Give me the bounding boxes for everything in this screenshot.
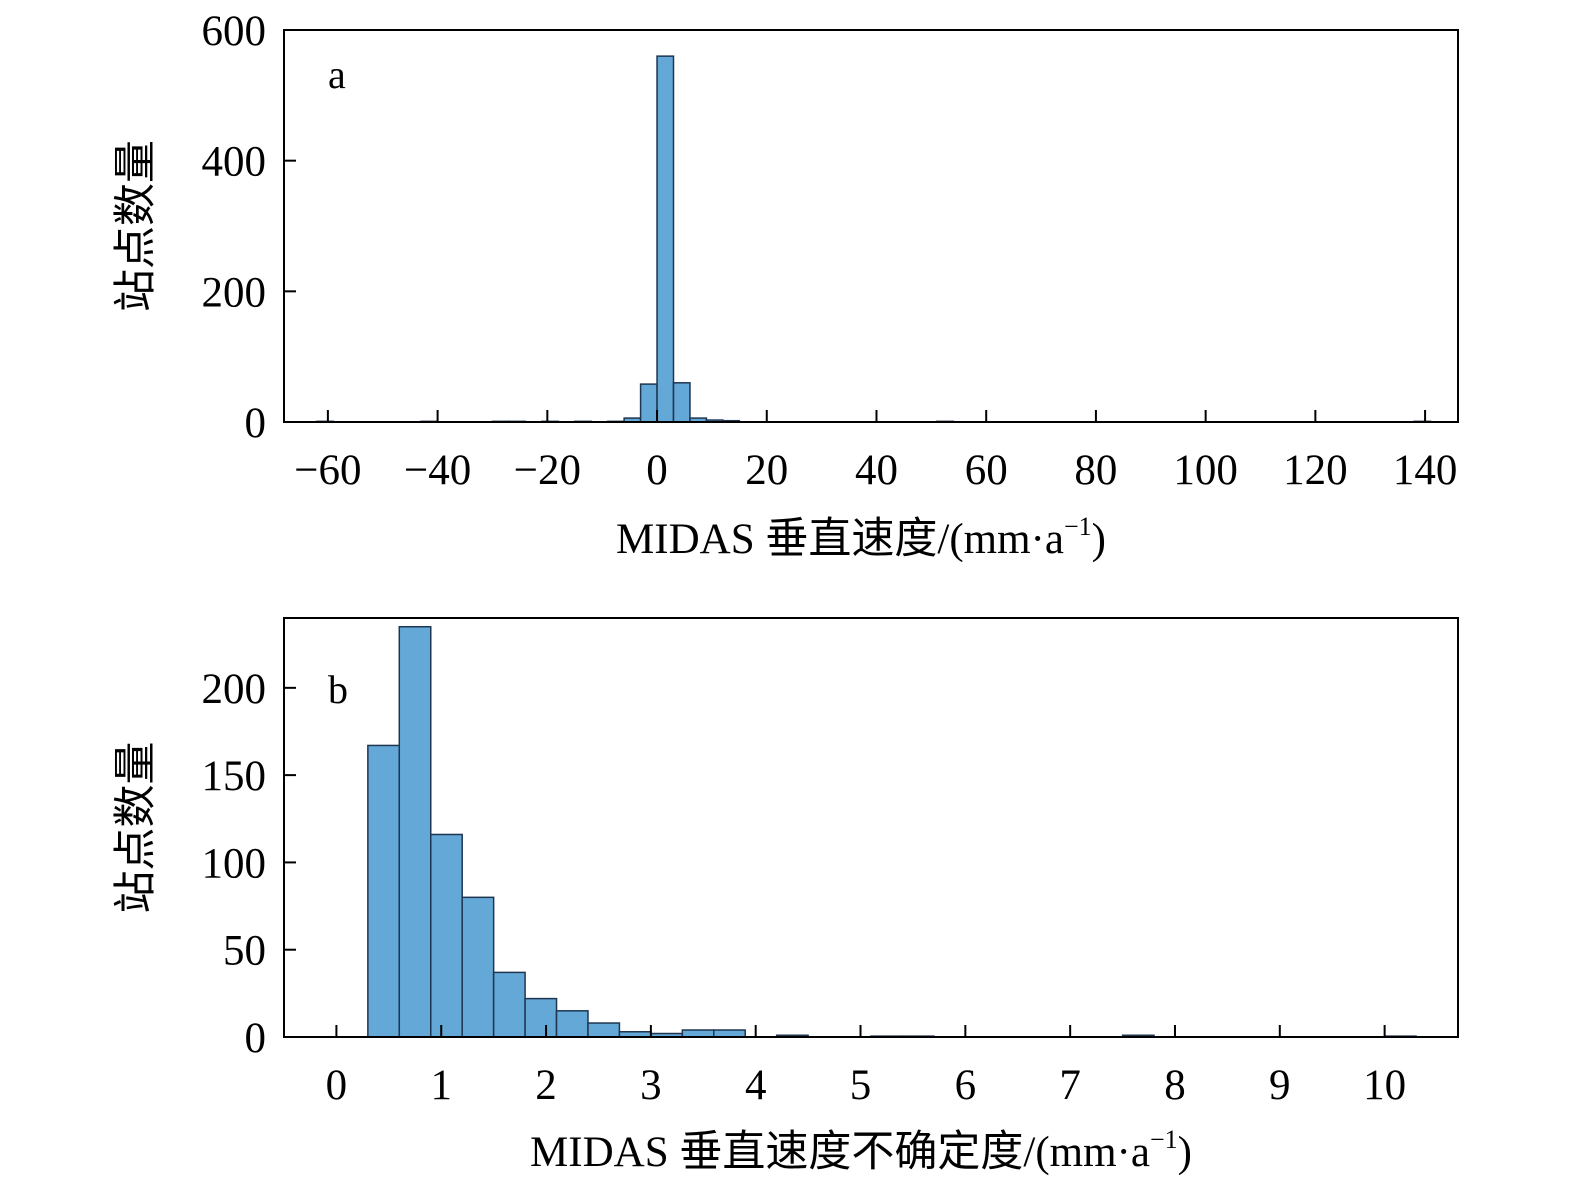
panel-b-histogram-bar <box>587 1022 621 1038</box>
panel-b-x-axis-title-superscript: −1 <box>1150 1125 1178 1154</box>
panel-a-y-tick-label: 200 <box>202 269 267 316</box>
panel-a-label: a <box>328 52 346 97</box>
panel-b-x-tick-label: 0 <box>326 1062 348 1109</box>
panel-a-ticks: −60 −40 −20 0 20 40 60 80 100 120 140 0 200 400 600 <box>202 8 1458 494</box>
panel-b-y-tick-label: 150 <box>202 753 267 800</box>
panel-b-y-tick-label: 100 <box>202 840 267 887</box>
panel-a-x-tick-label: 0 <box>646 447 668 494</box>
panel-a-y-tick-label: 400 <box>202 139 267 186</box>
panel-a-x-tick-label: −20 <box>514 447 581 494</box>
panel-a-y-axis-title: 站点数量 <box>113 140 160 312</box>
panel-a-x-axis-title-superscript: −1 <box>1064 512 1092 541</box>
panel-a-histogram-bar <box>672 382 691 423</box>
panel-a-x-tick-label: 100 <box>1173 447 1238 494</box>
panel-b-x-tick-label: 1 <box>430 1062 452 1109</box>
panel-b-y-tick-label: 0 <box>245 1015 267 1062</box>
panel-b-label: b <box>328 667 348 712</box>
panel-b-x-tick-label: 4 <box>745 1062 767 1109</box>
panel-a-x-tick-label: 120 <box>1283 447 1348 494</box>
panel-a-x-tick-label: 140 <box>1393 447 1458 494</box>
panel-a-x-tick-label: −60 <box>294 447 361 494</box>
panel-b-x-axis-title: MIDAS 垂直速度不确定度/(mm·a−1) <box>530 1125 1192 1176</box>
panel-b-bars <box>367 625 1417 1038</box>
panel-b-histogram-bar <box>524 997 558 1038</box>
panel-a-x-axis-title-main: MIDAS 垂直速度/(mm·a <box>616 516 1064 563</box>
panel-b-histogram-bar <box>461 896 495 1038</box>
panel-a-histogram-bar <box>656 55 675 423</box>
panel-b-histogram-bar <box>713 1029 746 1038</box>
panel-a-bars <box>316 55 1432 423</box>
panel-a-y-tick-label: 0 <box>245 400 267 447</box>
panel-b-y-axis-title: 站点数量 <box>113 742 160 914</box>
panel-a-x-tick-label: 80 <box>1074 447 1117 494</box>
panel-b-histogram-bar <box>367 744 401 1038</box>
panel-b-y-tick-label: 50 <box>223 928 266 975</box>
panel-a-x-tick-label: −40 <box>404 447 471 494</box>
panel-b-plot-frame <box>283 617 1459 1038</box>
panel-a-x-tick-label: 20 <box>745 447 788 494</box>
panel-b-histogram-bar <box>398 625 432 1038</box>
panel-a-x-tick-label: 40 <box>855 447 898 494</box>
panel-b-x-tick-label: 2 <box>535 1062 557 1109</box>
panel-b-x-tick-label: 9 <box>1269 1062 1291 1109</box>
panel-b-x-tick-label: 6 <box>955 1062 977 1109</box>
panel-b-x-axis-title-end: ) <box>1178 1129 1192 1176</box>
panel-a-x-axis-title: MIDAS 垂直速度/(mm·a−1) <box>616 512 1106 563</box>
panel-a-y-tick-label: 600 <box>202 8 267 55</box>
panel-b-x-tick-label: 10 <box>1363 1062 1406 1109</box>
panel-a-x-tick-label: 60 <box>965 447 1008 494</box>
panel-a-x-axis-title-end: ) <box>1092 516 1106 563</box>
panel-b-histogram-bar <box>492 971 526 1038</box>
panel-b-x-axis-title-main: MIDAS 垂直速度不确定度/(mm·a <box>530 1128 1150 1176</box>
panel-a-histogram-bar <box>639 383 658 423</box>
panel-a-plot-frame <box>283 29 1459 423</box>
panel-b-histogram-bar <box>430 833 463 1038</box>
panel-b-y-tick-label: 200 <box>202 666 267 713</box>
panel-b-histogram-bar <box>681 1029 715 1038</box>
panel-b-x-tick-label: 5 <box>850 1062 872 1109</box>
panel-b-x-tick-label: 7 <box>1059 1062 1081 1109</box>
panel-b-x-tick-label: 8 <box>1164 1062 1186 1109</box>
panel-b-histogram-bar <box>555 1010 589 1038</box>
panel-b-x-tick-label: 3 <box>640 1062 662 1109</box>
